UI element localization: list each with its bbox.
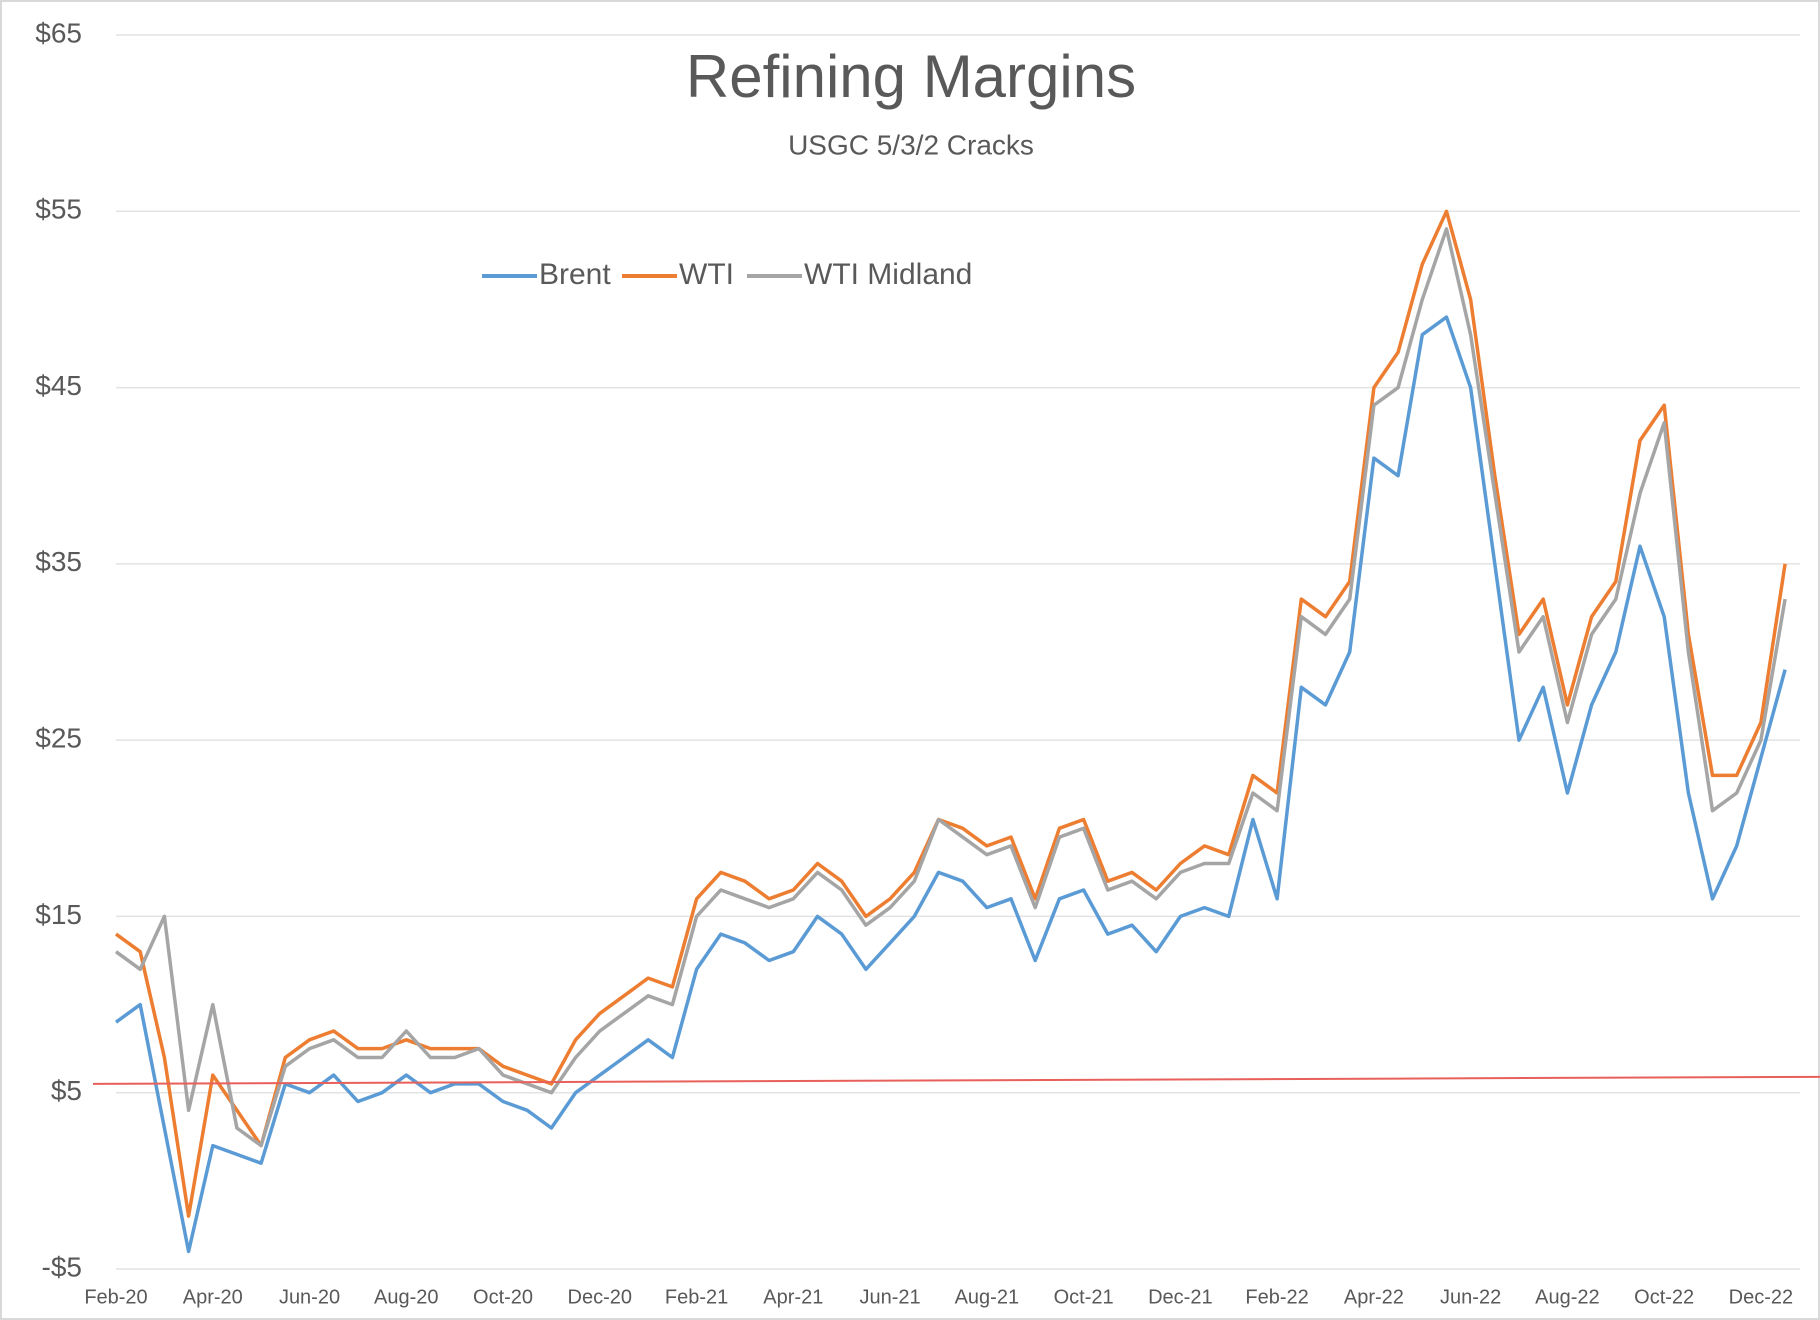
x-tick-label: Jun-22 (1440, 1286, 1501, 1308)
legend-label: WTI Midland (804, 258, 972, 291)
x-tick-label: Oct-21 (1054, 1286, 1114, 1308)
y-tick-label: $65 (35, 17, 82, 48)
x-tick-label: Apr-21 (763, 1286, 823, 1308)
x-tick-label: Feb-20 (84, 1286, 147, 1308)
y-tick-label: $45 (35, 370, 82, 401)
legend-label: Brent (539, 258, 611, 291)
reference-line (92, 1075, 1820, 1085)
series-line (114, 315, 1787, 1254)
y-tick-label: $25 (35, 723, 82, 754)
x-tick-label: Dec-22 (1729, 1286, 1793, 1308)
x-tick-label: Dec-20 (568, 1286, 632, 1308)
x-tick-label: Aug-22 (1535, 1286, 1600, 1308)
x-tick-label: Oct-20 (473, 1286, 533, 1308)
y-tick-label: $15 (35, 899, 82, 930)
x-tick-label: Apr-20 (183, 1286, 243, 1308)
y-tick-label: $35 (35, 546, 82, 577)
series-line (114, 227, 1787, 1148)
chart-subtitle: USGC 5/3/2 Cracks (788, 129, 1034, 160)
x-tick-label: Oct-22 (1634, 1286, 1694, 1308)
legend-label: WTI (679, 258, 734, 291)
x-tick-label: Apr-22 (1344, 1286, 1404, 1308)
x-tick-label: Dec-21 (1148, 1286, 1212, 1308)
x-tick-label: Aug-21 (955, 1286, 1020, 1308)
x-tick-label: Aug-20 (374, 1286, 439, 1308)
chart-title: Refining Margins (686, 43, 1136, 110)
y-tick-label: $5 (51, 1075, 82, 1106)
x-tick-label: Jun-21 (860, 1286, 921, 1308)
y-tick-label: -$5 (42, 1251, 82, 1282)
y-tick-label: $55 (35, 194, 82, 225)
x-tick-label: Feb-21 (665, 1286, 728, 1308)
x-tick-label: Jun-20 (279, 1286, 340, 1308)
x-tick-label: Feb-22 (1245, 1286, 1308, 1308)
